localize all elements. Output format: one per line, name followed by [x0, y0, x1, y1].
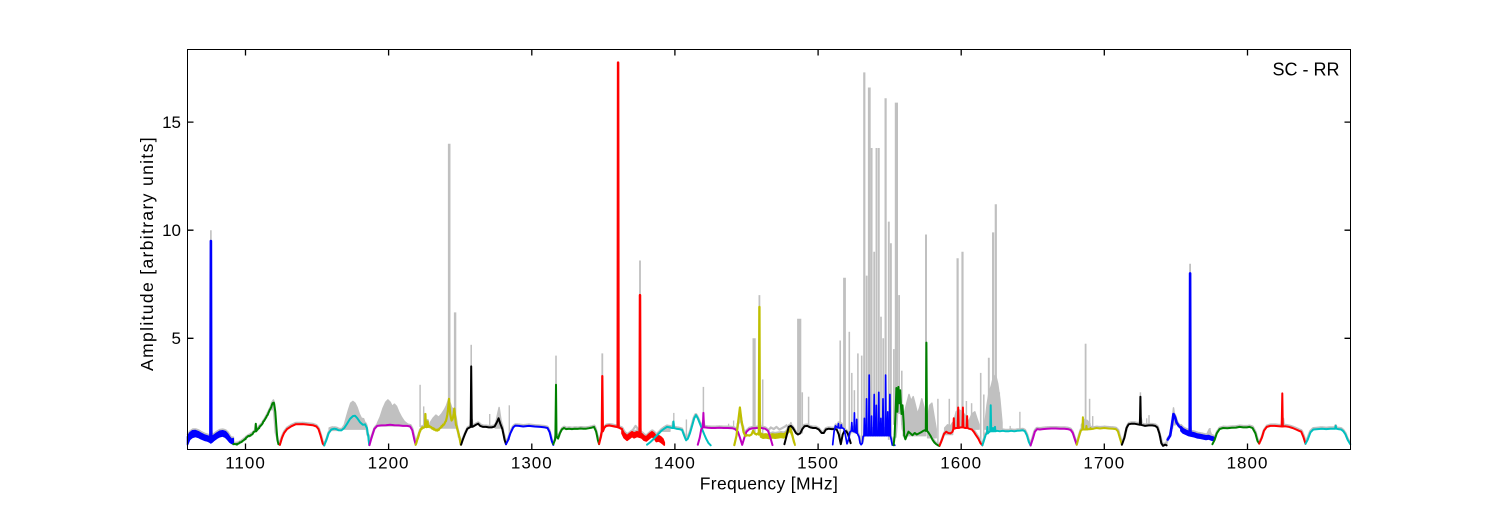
- svg-text:10: 10: [162, 221, 181, 240]
- svg-text:5: 5: [172, 329, 181, 348]
- svg-text:1200: 1200: [368, 454, 410, 473]
- svg-text:Frequency [MHz]: Frequency [MHz]: [700, 474, 838, 494]
- svg-text:Amplitude [arbitrary units]: Amplitude [arbitrary units]: [137, 136, 157, 371]
- svg-text:15: 15: [162, 113, 181, 132]
- svg-text:1800: 1800: [1227, 454, 1269, 473]
- svg-text:1600: 1600: [940, 454, 982, 473]
- svg-text:1500: 1500: [797, 454, 839, 473]
- svg-text:1700: 1700: [1083, 454, 1125, 473]
- svg-text:1300: 1300: [511, 454, 553, 473]
- svg-text:1400: 1400: [654, 454, 696, 473]
- svg-text:SC - RR: SC - RR: [1273, 60, 1340, 80]
- svg-text:1100: 1100: [225, 454, 266, 473]
